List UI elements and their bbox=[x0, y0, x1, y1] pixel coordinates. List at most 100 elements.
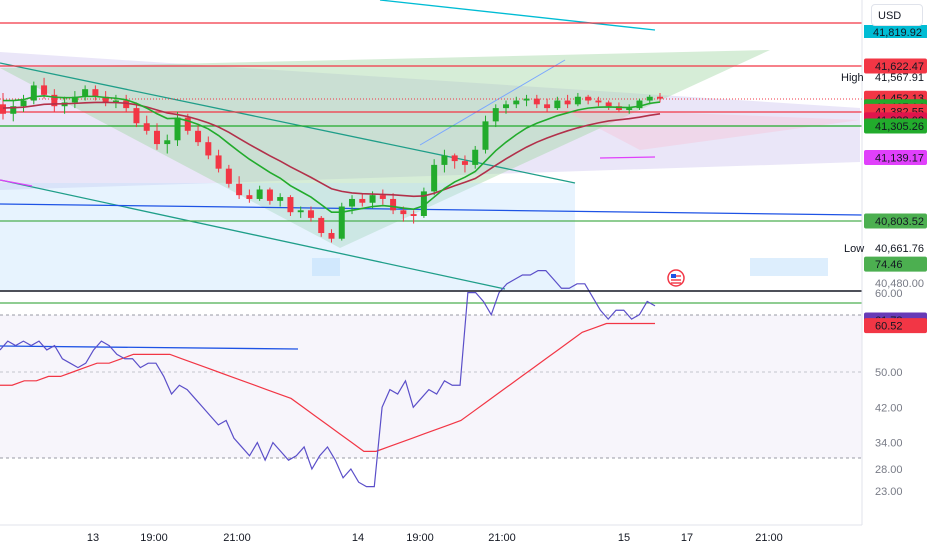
high-label: High bbox=[841, 72, 864, 84]
time-tick-label: 15 bbox=[618, 532, 630, 544]
candle bbox=[164, 134, 171, 154]
blue-wedge-zone bbox=[0, 52, 860, 190]
candle bbox=[205, 136, 212, 160]
candle bbox=[523, 94, 530, 107]
candle bbox=[533, 94, 540, 109]
rising-blue-line bbox=[419, 59, 566, 146]
candle bbox=[82, 85, 89, 101]
candle bbox=[92, 85, 99, 101]
rsi-line bbox=[0, 269, 656, 488]
candle bbox=[112, 94, 119, 109]
channel-upper bbox=[0, 62, 576, 184]
currency-button[interactable]: USD bbox=[871, 4, 923, 26]
price-badge: 41,622.47 bbox=[864, 58, 927, 74]
candle bbox=[338, 202, 345, 241]
moving-averages bbox=[2, 94, 661, 214]
candle bbox=[236, 176, 243, 199]
price-badge: 41,305.26 bbox=[864, 118, 927, 134]
cyan-descending-line bbox=[379, 0, 656, 31]
magenta-segment bbox=[0, 179, 33, 187]
price-badge-label: 41,139.17 bbox=[875, 152, 924, 164]
candle bbox=[225, 164, 232, 188]
price-badge-label: 40,803.52 bbox=[875, 216, 924, 228]
candle bbox=[636, 98, 643, 110]
drawn-zones bbox=[0, 50, 862, 458]
time-tick-label: 19:00 bbox=[406, 532, 434, 544]
candle bbox=[102, 91, 109, 107]
candle bbox=[503, 100, 510, 114]
time-tick-label: 19:00 bbox=[140, 532, 168, 544]
price-tick-bottom: 40,480.00 bbox=[875, 278, 924, 290]
time-tick-label: 14 bbox=[352, 532, 364, 544]
candle bbox=[256, 185, 263, 201]
rsi-badge-label: 74.46 bbox=[875, 259, 903, 271]
candle bbox=[400, 206, 407, 222]
time-tick-label: 21:00 bbox=[755, 532, 783, 544]
candle bbox=[461, 155, 468, 173]
rsi-blue-line bbox=[0, 345, 299, 350]
candle bbox=[20, 94, 27, 112]
candle bbox=[195, 125, 202, 146]
candle bbox=[10, 100, 17, 122]
candle bbox=[595, 96, 602, 107]
candle bbox=[492, 104, 499, 128]
candle bbox=[472, 145, 479, 169]
rsi-tick-label: 28.00 bbox=[875, 464, 903, 476]
candle bbox=[30, 81, 37, 105]
candle bbox=[544, 98, 551, 112]
vol-box-right bbox=[750, 258, 828, 276]
candle bbox=[513, 96, 520, 109]
time-tick-label: 17 bbox=[681, 532, 693, 544]
candle bbox=[554, 96, 561, 110]
rsi-band bbox=[0, 315, 862, 458]
price-badge-label: 41,305.26 bbox=[875, 121, 924, 133]
cut-top-label: 41,819.92 bbox=[873, 27, 922, 39]
rsi-ma-line bbox=[0, 322, 655, 452]
support-line bbox=[0, 203, 863, 216]
candle bbox=[71, 91, 78, 109]
rsi-tick-label: 34.00 bbox=[875, 438, 903, 450]
candle bbox=[266, 187, 273, 205]
trend-lines bbox=[0, 0, 863, 459]
ema-fast-line bbox=[3, 94, 661, 214]
candle bbox=[143, 115, 150, 135]
low-value: 40,661.76 bbox=[875, 243, 924, 255]
candle bbox=[420, 187, 427, 218]
candle bbox=[390, 193, 397, 215]
candle bbox=[215, 149, 222, 173]
candle bbox=[585, 94, 592, 105]
rsi-pane bbox=[0, 269, 656, 488]
us-flag-icon[interactable] bbox=[667, 269, 685, 287]
candle bbox=[133, 102, 140, 128]
candle bbox=[0, 92, 6, 120]
channel-lower bbox=[0, 179, 506, 290]
low-label: Low bbox=[844, 243, 864, 255]
price-axis[interactable]: 41,819.92 High 41,567.91 Low 40,661.76 4… bbox=[841, 0, 932, 550]
price-badge-label: 41,622.47 bbox=[875, 61, 924, 73]
candle bbox=[297, 206, 304, 218]
magenta-segment-right bbox=[599, 156, 656, 159]
candle bbox=[482, 115, 489, 154]
candle bbox=[153, 123, 160, 150]
price-badge: 40,803.52 bbox=[864, 213, 927, 229]
vol-box-left bbox=[312, 258, 340, 276]
candle bbox=[307, 206, 314, 222]
candle bbox=[451, 153, 458, 169]
time-tick-label: 21:00 bbox=[223, 532, 251, 544]
time-tick-label: 13 bbox=[87, 532, 99, 544]
candle bbox=[657, 92, 663, 103]
candle bbox=[574, 92, 581, 107]
candle bbox=[564, 94, 571, 109]
rsi-tick-label: 50.00 bbox=[875, 367, 903, 379]
candle bbox=[410, 210, 417, 224]
rsi-badge: 60.52 bbox=[864, 318, 927, 334]
candle bbox=[246, 189, 253, 203]
time-tick-label: 21:00 bbox=[488, 532, 516, 544]
price-badge: 41,139.17 bbox=[864, 149, 927, 165]
candle bbox=[277, 193, 284, 207]
ema-slow-line bbox=[2, 101, 661, 198]
candle bbox=[359, 193, 366, 207]
rsi-badge-label: 60.52 bbox=[875, 321, 903, 333]
candle bbox=[441, 149, 448, 173]
